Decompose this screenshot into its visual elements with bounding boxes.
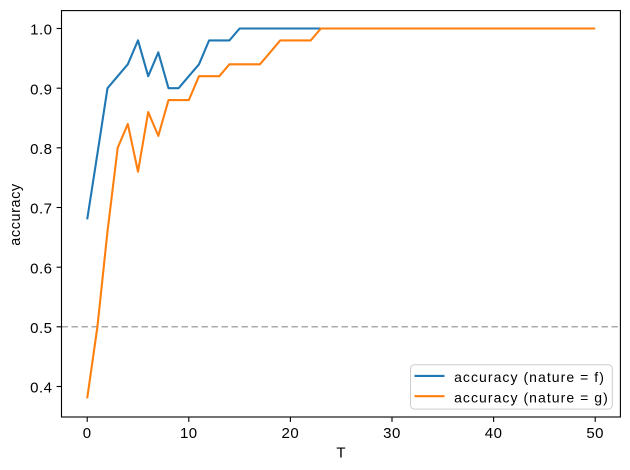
svg-text:10: 10: [180, 425, 198, 442]
svg-text:accuracy (nature = g): accuracy (nature = g): [454, 389, 609, 405]
svg-text:50: 50: [586, 425, 604, 442]
svg-text:20: 20: [282, 425, 300, 442]
svg-text:accuracy: accuracy: [8, 183, 24, 246]
svg-text:1.0: 1.0: [30, 22, 52, 39]
svg-text:30: 30: [383, 425, 401, 442]
svg-text:accuracy (nature = f): accuracy (nature = f): [454, 369, 605, 385]
svg-text:40: 40: [485, 425, 503, 442]
svg-text:0.5: 0.5: [30, 320, 52, 337]
svg-text:0.7: 0.7: [30, 201, 52, 218]
svg-text:0.4: 0.4: [30, 380, 52, 397]
svg-text:0.9: 0.9: [30, 81, 52, 98]
svg-text:0.8: 0.8: [30, 141, 52, 158]
svg-text:0.6: 0.6: [30, 260, 52, 277]
svg-text:0: 0: [83, 425, 92, 442]
svg-text:T: T: [336, 444, 345, 461]
